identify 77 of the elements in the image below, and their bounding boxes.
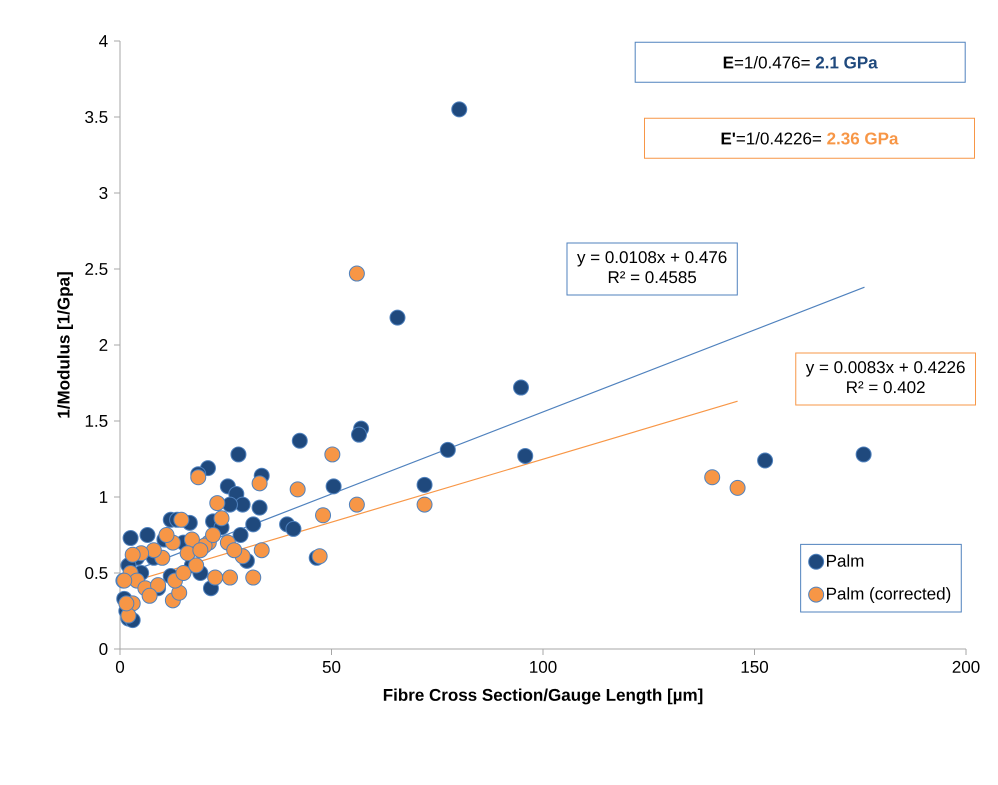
point xyxy=(350,426,367,443)
y-axis-title: 1/Modulus [1/Gpa] xyxy=(57,272,73,418)
y-tick-label: 3.5 xyxy=(85,110,108,124)
point xyxy=(451,101,468,118)
point xyxy=(232,527,249,543)
annotation: 2.1 GPa xyxy=(816,56,878,69)
point xyxy=(704,469,720,486)
point xyxy=(348,266,365,282)
point xyxy=(315,507,332,524)
point xyxy=(254,542,270,558)
point xyxy=(312,548,328,564)
point xyxy=(171,584,188,601)
point xyxy=(192,542,208,558)
point xyxy=(230,446,246,462)
point xyxy=(226,542,242,558)
x-tick-label: 0 xyxy=(116,660,124,673)
point xyxy=(142,588,158,604)
y-tick-label: 0.5 xyxy=(85,566,108,580)
x-tick-label: 150 xyxy=(742,660,768,673)
point xyxy=(245,516,262,532)
legend-label: Palm xyxy=(827,554,864,567)
annotation: R² = 0.402 xyxy=(847,381,925,394)
point xyxy=(173,512,190,528)
annotation: y = 0.0083x + 0.4226 xyxy=(806,361,965,377)
point xyxy=(188,557,204,574)
point xyxy=(252,500,268,516)
point xyxy=(146,542,162,558)
point xyxy=(416,476,433,493)
point xyxy=(290,481,306,498)
y-tick-label: 4 xyxy=(99,35,108,47)
point xyxy=(440,442,456,458)
point xyxy=(207,570,224,586)
point xyxy=(389,310,406,326)
x-tick-label: 50 xyxy=(322,660,340,673)
y-tick-label: 2.5 xyxy=(85,262,108,276)
y-tick-label: 2 xyxy=(100,339,108,351)
point xyxy=(222,570,238,586)
point xyxy=(150,577,166,594)
point xyxy=(517,448,534,464)
point xyxy=(326,478,342,494)
annotation: E=1/0.476= xyxy=(724,56,810,69)
point xyxy=(324,446,340,462)
point xyxy=(348,496,365,513)
point xyxy=(856,446,872,462)
y-tick-label: 0 xyxy=(99,642,108,656)
point xyxy=(139,527,156,543)
annotation: y = 0.0108x + 0.476 xyxy=(577,251,727,267)
legend-label: Palm (corrected) xyxy=(827,587,950,603)
point xyxy=(122,530,139,546)
point xyxy=(124,546,141,563)
point xyxy=(292,432,308,449)
point xyxy=(175,565,192,581)
point xyxy=(222,496,238,513)
annotation: 2.36 GPa xyxy=(827,132,899,145)
point xyxy=(416,496,433,513)
point xyxy=(205,527,222,543)
point xyxy=(245,570,262,586)
point xyxy=(190,469,206,486)
x-tick-label: 100 xyxy=(530,660,557,673)
x-axis-title: Fibre Cross Section/Gauge Length [µm] xyxy=(384,688,702,704)
point xyxy=(285,520,302,537)
x-tick-label: 200 xyxy=(952,660,980,673)
point xyxy=(184,532,200,548)
point xyxy=(513,380,530,396)
point xyxy=(118,595,134,612)
point xyxy=(158,527,175,543)
point xyxy=(180,545,196,562)
y-tick-label: 1.5 xyxy=(86,415,108,427)
annotation: R² = 0.4585 xyxy=(608,271,696,284)
y-tick-label: 3 xyxy=(99,186,108,200)
point xyxy=(214,510,230,526)
y-tick-label: 1 xyxy=(100,491,108,503)
annotation: E'=1/0.4226= xyxy=(722,132,822,145)
point xyxy=(252,475,268,492)
point xyxy=(209,495,226,512)
point xyxy=(757,452,774,469)
point xyxy=(730,480,746,496)
